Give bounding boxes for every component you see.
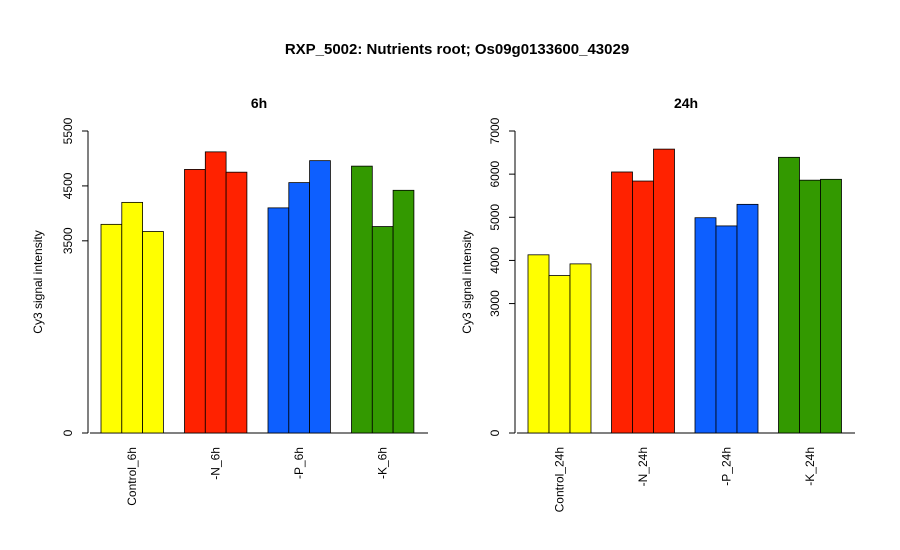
panel-6h: 6h 0 3500 4500 5500 Cy3 signal intensity Contr… [31, 95, 428, 506]
bar [632, 180, 654, 434]
category-label: Control_6h [125, 447, 139, 506]
y-tick-label: 4500 [61, 172, 75, 199]
y-tick-label: 4000 [488, 247, 502, 274]
bar [653, 148, 675, 434]
bar [309, 160, 331, 434]
bar [392, 189, 415, 434]
category-label: Control_24h [553, 447, 567, 512]
bar [225, 171, 248, 434]
y-tick-label: 6000 [488, 160, 502, 187]
y-tick-label: 3000 [488, 290, 502, 317]
bar [527, 254, 550, 434]
y-tick-label: 3500 [61, 227, 75, 254]
category-label: -P_24h [720, 447, 734, 486]
bar [548, 275, 571, 434]
category-label: -K_24h [803, 447, 817, 486]
y-tick-label: 0 [61, 429, 75, 436]
y-tick-label: 0 [488, 429, 502, 436]
panel-title: 24h [674, 95, 698, 111]
figure-title: RXP_5002: Nutrients root; Os09g0133600_4… [285, 41, 629, 58]
bar [799, 179, 821, 434]
bar [204, 151, 227, 434]
category-label: -K_6h [376, 447, 390, 479]
bar [736, 203, 759, 434]
category-label: -N_6h [209, 447, 223, 480]
y-tick-label: 5500 [61, 117, 75, 144]
panel-24h: 24h 0 3000 4000 5000 6000 7000 Cy3 signal inten… [460, 95, 855, 512]
y-tick-label: 7000 [488, 117, 502, 144]
bar [100, 223, 123, 434]
y-tick-label: 5000 [488, 204, 502, 231]
bar [371, 226, 394, 434]
bar [142, 231, 164, 434]
category-label: -P_6h [292, 447, 306, 479]
bar [121, 201, 144, 434]
bar [694, 217, 717, 434]
bar [715, 225, 738, 434]
bar [611, 171, 633, 434]
y-axis-label: Cy3 signal intensity [460, 230, 474, 333]
bar [569, 263, 592, 434]
bar [184, 169, 206, 434]
bar [820, 178, 842, 434]
bar [778, 156, 800, 434]
bar [267, 207, 290, 434]
panel-title: 6h [251, 95, 267, 111]
category-label: -N_24h [636, 447, 650, 486]
bar [351, 165, 373, 434]
y-axis-label: Cy3 signal intensity [31, 230, 45, 333]
bar [288, 182, 310, 434]
